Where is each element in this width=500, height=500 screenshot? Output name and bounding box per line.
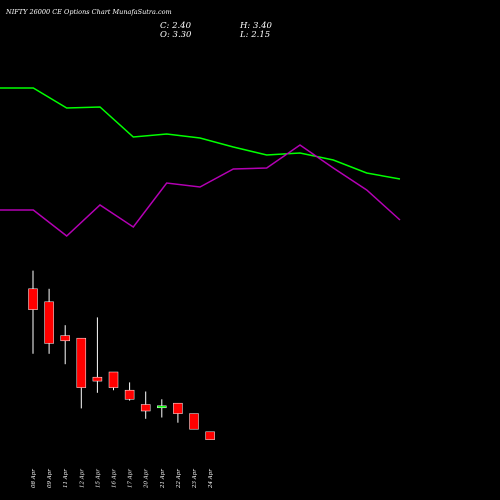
x-tick-label: 08 Apr <box>31 469 37 488</box>
close-value: C: 2.40 <box>160 21 191 31</box>
low-value: L: 2.15 <box>240 30 271 40</box>
x-tick-label: 21 Apr <box>160 469 166 489</box>
x-tick-label: 09 Apr <box>47 469 53 488</box>
candle-body <box>189 413 199 430</box>
candle-body <box>140 404 151 412</box>
chart-title: NIFTY 26000 CE Options Chart MunafaSutra… <box>6 8 172 16</box>
candle-body <box>28 288 38 310</box>
x-tick-label: 23 Apr <box>192 469 198 489</box>
x-tick-label: 22 Apr <box>176 469 182 489</box>
x-tick-label: 20 Apr <box>144 469 150 489</box>
candle-body <box>108 371 119 388</box>
x-tick-label: 11 Apr <box>63 469 69 488</box>
candles <box>28 270 215 440</box>
candle-body <box>173 402 183 414</box>
x-tick-label: 16 Apr <box>112 469 118 488</box>
magenta-line <box>0 144 401 237</box>
green-line <box>0 87 401 180</box>
x-axis-labels: 08 Apr 09 Apr 11 Apr 12 Apr 15 Apr 16 Apr 17 A… <box>31 469 214 489</box>
x-tick-label: 15 Apr <box>95 469 101 488</box>
candle-body <box>124 389 135 400</box>
candle-body <box>76 337 87 388</box>
candle-body <box>92 376 103 382</box>
high-value: H: 3.40 <box>240 21 272 31</box>
candle-body <box>157 405 167 409</box>
open-value: O: 3.30 <box>160 30 192 40</box>
x-tick-label: 17 Apr <box>128 469 134 488</box>
candle-body <box>205 431 215 440</box>
candle-body <box>60 335 70 342</box>
x-tick-label: 24 Apr <box>208 469 214 489</box>
x-tick-label: 12 Apr <box>79 469 85 488</box>
indicator-lines <box>0 87 401 237</box>
candle-body <box>44 301 54 344</box>
